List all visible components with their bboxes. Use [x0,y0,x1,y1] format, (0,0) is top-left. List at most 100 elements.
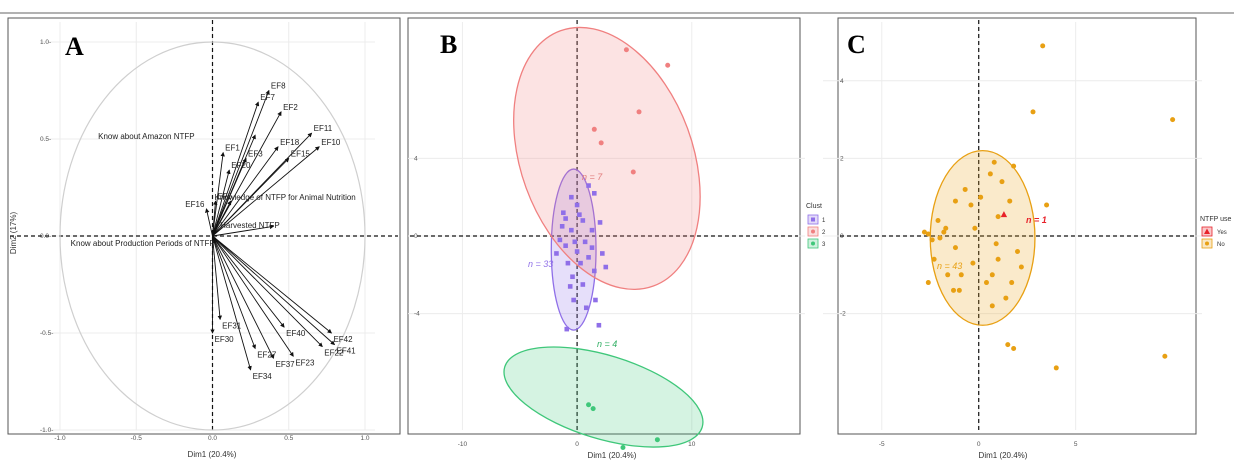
correlation-circle [59,41,366,431]
x-tick-label: -0.5 [131,435,143,442]
data-point [597,220,603,225]
variable-vector [212,235,333,334]
data-point [564,326,570,332]
data-point [931,256,937,262]
data-point [1162,353,1168,359]
y-tick-label: -0.5- [40,330,53,337]
data-point [583,305,589,311]
variable-label: EF34 [253,372,273,381]
data-point [952,245,958,251]
variable-label: EF18 [280,138,300,147]
variable-label: EF22 [324,349,344,358]
data-point [574,202,580,208]
data-point [1018,264,1024,270]
data-point [623,47,629,53]
x-tick-label: -10 [458,441,468,448]
variable-label: EF11 [314,124,333,133]
x-tick-label: 0.0 [208,435,217,442]
variable-label: EF30 [215,335,235,344]
data-point [630,169,636,175]
variable-vector [212,89,270,237]
data-point [983,280,989,286]
data-point [937,235,943,241]
data-point [925,231,931,237]
data-point [968,202,974,208]
data-point [654,437,660,443]
data-point [925,280,931,286]
x-tick-label: 0 [977,441,981,448]
data-point [1015,249,1020,255]
variable-label: Harvested NTFP [220,221,280,230]
data-point [591,191,597,196]
variable-vector [212,111,282,237]
variable-vector [212,235,294,357]
y-tick-label: 2 [840,155,844,162]
data-point [935,217,941,223]
data-point [993,241,999,247]
data-point [1044,202,1050,208]
legend-marker [811,229,815,234]
legend-label-clust-3: 3 [822,242,826,248]
data-point [603,264,609,270]
variable-vector [212,235,285,328]
variable-label: EF41 [337,347,357,356]
panel-frame [837,17,1197,435]
data-point [991,159,997,165]
data-point [636,109,642,115]
variable-vector [212,224,275,237]
data-point [563,243,568,248]
data-point [1007,198,1013,204]
variable-label: EF2 [283,103,298,112]
data-point [987,171,993,177]
y-tick-label: 4 [414,155,418,162]
data-point [1053,365,1059,371]
y-tick-label: 0 [414,233,418,240]
variable-vector [212,157,290,237]
variable-label: Know about Amazon NTFP [98,132,195,141]
data-point [580,218,586,223]
data-point [591,126,597,132]
variable-vector [212,235,223,321]
data-point [1040,43,1046,49]
data-point [978,194,984,200]
data-point [593,297,598,303]
variable-vector [212,169,231,237]
variable-label: Knowledge of NTFP for Animal Nutrition [215,193,356,202]
x-tick-label: 10 [688,441,696,448]
data-point [1003,295,1009,301]
panel-label-b: B [440,30,457,59]
data-point [596,322,602,328]
variable-vector [212,235,274,359]
x-tick-label: 0 [575,441,579,448]
panel-a-ylabel: Dim2 (17%) [9,212,18,255]
variable-vector [212,235,336,346]
variable-label: EF16 [185,200,205,209]
x-tick-label: -1.0 [54,435,66,442]
data-point [929,237,935,243]
confidence-ellipse [550,168,597,331]
y-tick-label: -2 [840,311,846,318]
data-point [554,251,559,256]
data-point [574,249,580,254]
legend-label-clust-2: 2 [822,230,826,236]
data-point [951,287,957,293]
variable-label: EF15 [291,149,311,158]
confidence-ellipse [503,346,704,448]
variable-vector [205,208,213,237]
data-point [582,239,588,245]
variable-label: EF42 [333,335,353,344]
x-tick-label: 0.5 [284,435,293,442]
data-point [1005,342,1011,348]
data-point [999,179,1005,185]
variable-label: EF5 [218,192,233,201]
annotation-yes: n = 1 [1026,215,1047,225]
variable-label: EF7 [260,93,275,102]
data-point [572,239,578,245]
annotation-cluster-3: n = 4 [597,339,617,349]
panel-a-xlabel: Dim1 (20.4%) [188,450,237,459]
variable-vector [212,200,218,237]
variable-vector [212,200,232,237]
data-point [578,260,583,266]
data-point [995,256,1001,262]
data-point [570,274,575,280]
